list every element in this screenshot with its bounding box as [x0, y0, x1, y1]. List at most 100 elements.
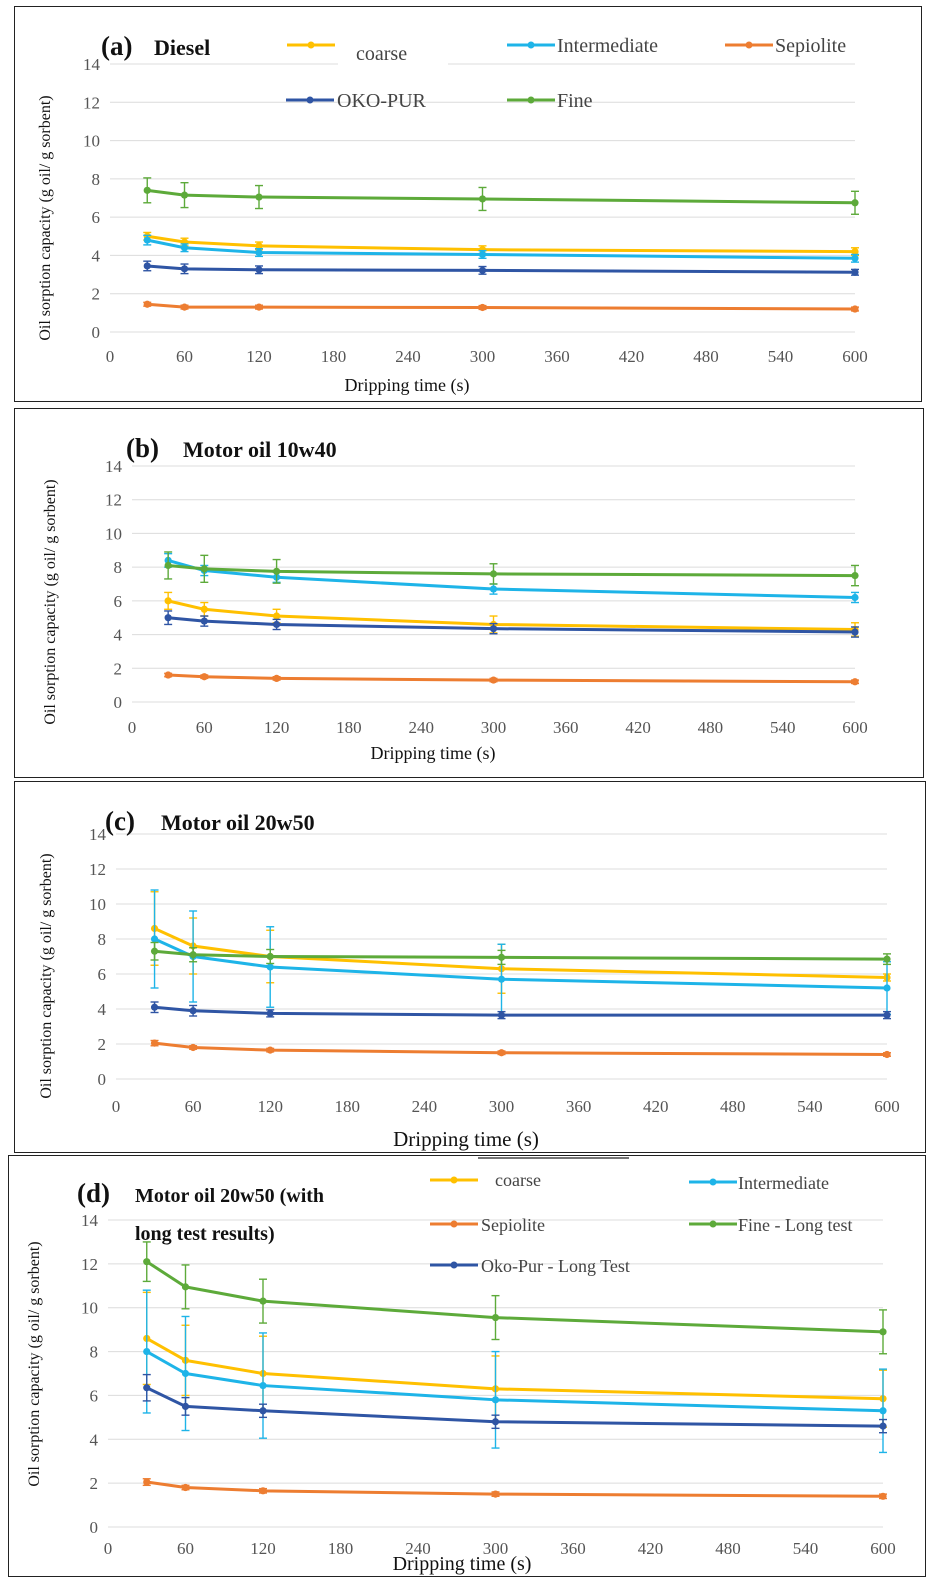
- y-tick-label: 12: [89, 860, 106, 879]
- chart-d-xlabel: Dripping time (s): [393, 1553, 532, 1575]
- x-tick-label: 120: [246, 347, 272, 366]
- data-point: [255, 248, 263, 257]
- series-intermediate: [150, 889, 891, 1015]
- x-tick-label: 300: [470, 347, 496, 366]
- y-tick-label: 4: [90, 1430, 99, 1449]
- series-coarse: [150, 891, 891, 994]
- data-point: [851, 628, 859, 636]
- data-point: [200, 565, 208, 573]
- data-point: [164, 561, 172, 570]
- series-line: [153, 927, 888, 979]
- series-line: [146, 1350, 884, 1413]
- series-line: [147, 302, 856, 311]
- series-okopur: [164, 610, 859, 638]
- chart-c-svg: 0 2 4 6 8 10 12 14 0 60 120 180 240 300 360 420 480 540 60…: [38, 806, 900, 1151]
- x-tick-label: 240: [395, 347, 421, 366]
- y-tick-label: 6: [92, 208, 101, 227]
- series-fine: [142, 1241, 887, 1355]
- legend-item-intermediate: Intermediate: [689, 1173, 829, 1193]
- x-tick-label: 360: [566, 1097, 592, 1116]
- legend-mask: [338, 35, 448, 75]
- data-point: [143, 300, 151, 308]
- series-coarse: [164, 591, 859, 637]
- series-intermediate: [164, 552, 859, 604]
- y-tick-label: 6: [114, 592, 123, 611]
- x-tick-label: 60: [177, 1539, 194, 1558]
- y-tick-label: 8: [92, 170, 101, 189]
- series-line: [154, 1005, 887, 1017]
- chart-panel-a: 0 2 4 6 8 10 12 14 0 60 120 180 240 300 360 420 480 540 60…: [14, 6, 922, 402]
- data-point: [883, 984, 891, 992]
- x-tick-label: 300: [483, 1539, 509, 1558]
- data-point: [478, 250, 487, 259]
- data-point: [489, 585, 498, 593]
- data-point: [851, 305, 859, 313]
- y-tick-label: 4: [98, 1000, 107, 1019]
- x-tick-label: 180: [321, 347, 347, 366]
- x-tick-label: 0: [104, 1539, 113, 1558]
- data-point: [851, 254, 859, 262]
- y-tick-label: 4: [92, 246, 101, 265]
- x-tick-label: 300: [489, 1097, 515, 1116]
- y-tick-label: 8: [90, 1343, 99, 1362]
- x-tick-label: 0: [112, 1097, 121, 1116]
- x-tick-label: 360: [553, 718, 579, 737]
- data-point: [273, 567, 281, 575]
- x-tick-label: 600: [842, 347, 868, 366]
- chart-a-letter: (a): [101, 31, 132, 61]
- data-point: [491, 1396, 500, 1404]
- chart-c-letter: (c): [105, 806, 135, 836]
- x-tick-label: 540: [770, 718, 796, 737]
- chart-d-svg: 0 2 4 6 8 10 12 14 0 60 120 180 240 300 360 420 480 540 60…: [26, 1157, 896, 1575]
- chart-d-letter: (d): [77, 1178, 110, 1208]
- data-point: [143, 262, 151, 270]
- series-line: [168, 673, 856, 684]
- chart-c-title: Motor oil 20w50: [161, 810, 315, 835]
- x-tick-label: 240: [405, 1539, 431, 1558]
- data-point: [851, 248, 859, 256]
- data-point: [851, 571, 859, 580]
- legend-item-okopur: Oko-Pur - Long Test: [430, 1256, 630, 1276]
- data-point: [497, 975, 506, 983]
- series-intermediate: [143, 234, 859, 263]
- data-point: [273, 612, 281, 620]
- chart-d-title-line2: long test results): [135, 1223, 275, 1245]
- legend-item-fine: Fine: [507, 90, 593, 112]
- series-line: [167, 558, 856, 599]
- data-point: [150, 935, 159, 943]
- legend-item-coarse: coarse: [430, 1170, 541, 1190]
- data-point: [150, 947, 159, 955]
- data-point: [883, 1011, 891, 1019]
- x-tick-label: 240: [408, 718, 434, 737]
- x-tick-label: 480: [693, 347, 719, 366]
- y-tick-label: 14: [83, 55, 101, 74]
- data-point: [259, 1407, 267, 1415]
- series-fine: [150, 941, 891, 966]
- legend-item-sepiolite: Sepiolite: [430, 1215, 545, 1235]
- series-fine: [164, 551, 859, 587]
- x-tick-label: 120: [257, 1097, 283, 1116]
- x-tick-label: 600: [842, 718, 868, 737]
- legend-label-fine: Fine: [557, 90, 593, 112]
- chart-a-ylabel: Oil sorption capacity (g oil/ g sorbent): [37, 95, 54, 340]
- data-point: [478, 303, 487, 312]
- data-point: [189, 1007, 197, 1015]
- x-tick-label: 300: [481, 718, 507, 737]
- series-line: [153, 937, 888, 990]
- data-point: [143, 186, 151, 194]
- data-point: [150, 1039, 159, 1047]
- legend-item-coarse: coarse: [287, 41, 407, 65]
- x-tick-label: 180: [328, 1539, 354, 1558]
- legend-item-sepiolite: Sepiolite: [725, 35, 846, 57]
- y-tick-label: 0: [90, 1518, 99, 1537]
- y-tick-label: 14: [105, 457, 123, 476]
- legend-label-sepiolite: Sepiolite: [481, 1215, 545, 1235]
- data-point: [255, 242, 263, 250]
- chart-b-ylabel: Oil sorption capacity (g oil/ g sorbent): [42, 479, 59, 724]
- data-point: [259, 1487, 267, 1495]
- y-tick-label: 8: [98, 930, 107, 949]
- chart-b-title: Motor oil 10w40: [183, 437, 337, 462]
- series-sepiolite: [142, 1478, 887, 1500]
- data-point: [497, 1011, 506, 1019]
- data-point: [879, 1492, 887, 1500]
